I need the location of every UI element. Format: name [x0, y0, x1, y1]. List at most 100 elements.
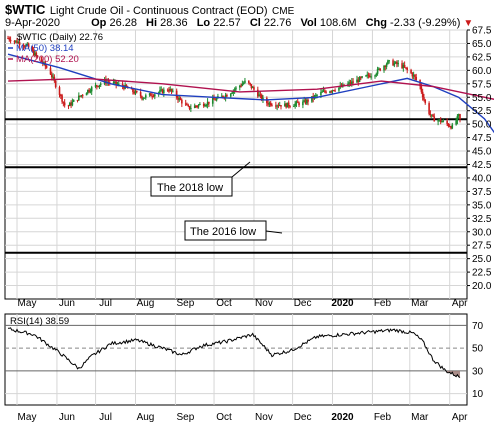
up-candle-body — [385, 64, 388, 67]
up-candle-body — [361, 76, 363, 78]
down-candle-body — [96, 85, 98, 87]
down-candle-body — [151, 96, 154, 98]
price-x-tick-label: 2020 — [331, 298, 354, 309]
up-candle-body — [220, 95, 223, 97]
rsi-x-tick-label: Apr — [452, 412, 468, 423]
rsi-x-tick-label: Feb — [374, 412, 392, 423]
down-candle-body — [349, 82, 352, 84]
up-candle-body — [204, 105, 206, 107]
down-candle-body — [421, 91, 424, 98]
down-candle-body — [267, 103, 269, 105]
down-candle-body — [187, 104, 190, 107]
up-candle-body — [387, 60, 389, 65]
legend-ma50-label: MA(50) 38.14 — [16, 43, 74, 54]
down-candle-body — [123, 86, 125, 89]
down-candle-body — [240, 85, 242, 87]
down-candle-body — [36, 55, 39, 57]
down-candle-body — [115, 81, 117, 85]
down-candle-body — [253, 87, 255, 90]
up-candle-body — [229, 93, 232, 97]
change-value: -2.33 (-9.29%) — [390, 17, 461, 29]
volume-value: 108.6M — [319, 17, 357, 29]
down-candle-body — [396, 61, 398, 65]
up-candle-body — [430, 114, 433, 116]
down-candle-body — [196, 106, 199, 108]
up-candle-body — [235, 87, 237, 90]
up-candle-body — [412, 74, 415, 77]
price-y-tick-label: 37.5 — [472, 187, 492, 198]
up-candle-body — [320, 92, 322, 96]
up-candle-body — [451, 124, 454, 129]
down-candle-body — [32, 50, 35, 56]
down-candle-body — [428, 103, 430, 114]
down-candle-body — [150, 93, 152, 97]
rsi-x-tick-label: Jun — [59, 412, 75, 423]
up-candle-body — [456, 115, 459, 121]
down-candle-body — [405, 67, 407, 69]
down-candle-body — [334, 90, 336, 92]
up-candle-body — [215, 98, 218, 101]
price-y-tick-label: 60.0 — [472, 66, 492, 77]
down-candle-body — [161, 89, 164, 94]
chart-exchange: CME — [272, 6, 295, 17]
down-candle-body — [439, 119, 442, 123]
up-candle-body — [251, 87, 254, 89]
down-candle-body — [447, 123, 450, 127]
up-candle-body — [268, 102, 271, 105]
up-candle-body — [397, 63, 399, 65]
rsi-x-tick-label: Nov — [255, 412, 273, 423]
down-candle-body — [423, 97, 425, 100]
down-candle-body — [406, 68, 409, 70]
price-y-tick-label: 32.5 — [472, 214, 492, 225]
down-candle-body — [357, 79, 360, 82]
down-candle-body — [287, 102, 290, 107]
down-candle-body — [81, 95, 84, 97]
up-candle-body — [374, 75, 376, 77]
up-candle-body — [394, 61, 397, 64]
down-candle-body — [277, 105, 280, 107]
down-candle-body — [170, 89, 173, 92]
rsi-x-tick-label: 2020 — [331, 412, 354, 423]
up-candle-body — [87, 89, 89, 93]
up-candle-body — [293, 106, 295, 108]
up-candle-body — [172, 90, 174, 92]
rsi-y-tick-label: 50 — [472, 344, 484, 355]
up-candle-body — [197, 104, 200, 107]
down-candle-body — [22, 45, 25, 47]
down-candle-body — [459, 114, 461, 120]
price-y-tick-label: 65.0 — [472, 39, 492, 50]
up-candle-body — [378, 68, 380, 70]
price-y-tick-label: 22.5 — [472, 268, 492, 279]
price-x-tick-label: Sep — [177, 298, 195, 309]
price-x-tick-label: Jul — [99, 298, 112, 309]
price-y-tick-label: 62.5 — [472, 52, 492, 63]
down-candle-body — [152, 96, 155, 98]
price-x-tick-label: Oct — [216, 298, 232, 309]
ma50-line — [7, 53, 494, 134]
down-candle-body — [420, 86, 423, 92]
up-candle-body — [169, 89, 172, 91]
up-candle-body — [322, 90, 325, 92]
down-candle-body — [213, 98, 215, 100]
low-value: 22.57 — [213, 17, 241, 29]
down-candle-body — [257, 89, 259, 97]
up-candle-body — [338, 87, 340, 91]
up-candle-body — [457, 114, 460, 116]
down-candle-body — [424, 99, 427, 104]
rsi-x-tick-label: Sep — [177, 412, 195, 423]
price-y-tick-label: 52.5 — [472, 106, 492, 117]
up-candle-body — [365, 75, 367, 77]
price-legend: $WTIC (Daily) 22.76 MA(50) 38.14 MA(200)… — [8, 32, 103, 65]
down-candle-body — [202, 104, 205, 107]
down-candle-body — [8, 38, 11, 40]
price-x-tick-label: Dec — [294, 298, 312, 309]
change-label: Chg — [365, 17, 387, 29]
up-candle-body — [85, 92, 88, 96]
down-candle-body — [181, 99, 183, 104]
annotation-2018-pointer — [231, 161, 251, 178]
down-candle-body — [275, 105, 277, 107]
down-candle-body — [133, 92, 135, 94]
close-label: Cl — [249, 17, 261, 29]
up-candle-body — [262, 97, 264, 100]
up-candle-body — [134, 90, 137, 94]
